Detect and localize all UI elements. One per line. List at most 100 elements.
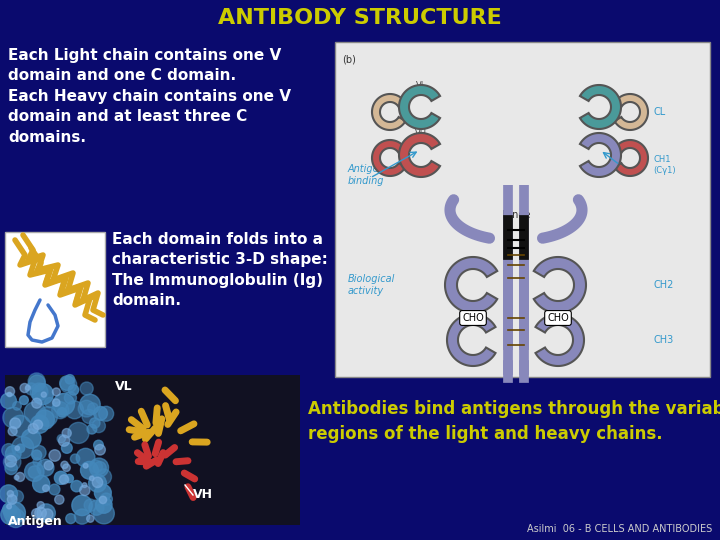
Circle shape — [89, 476, 94, 481]
Circle shape — [80, 485, 90, 496]
Circle shape — [41, 392, 46, 397]
Circle shape — [58, 435, 70, 446]
Text: Asilmi  06 - B CELLS AND ANTIBODIES: Asilmi 06 - B CELLS AND ANTIBODIES — [527, 524, 712, 534]
FancyBboxPatch shape — [335, 42, 710, 377]
Polygon shape — [399, 85, 440, 129]
Text: (b): (b) — [342, 55, 356, 65]
Circle shape — [53, 394, 75, 415]
Circle shape — [87, 424, 96, 434]
Circle shape — [7, 495, 17, 504]
Polygon shape — [372, 140, 405, 176]
Circle shape — [42, 485, 49, 491]
Circle shape — [71, 481, 82, 492]
Circle shape — [28, 373, 45, 390]
Circle shape — [38, 407, 58, 427]
Circle shape — [49, 450, 60, 461]
Polygon shape — [536, 314, 584, 366]
Circle shape — [66, 514, 76, 524]
Circle shape — [60, 376, 74, 390]
Text: Each domain folds into a
characteristic 3-D shape:
The Immunoglobulin (Ig)
domai: Each domain folds into a characteristic … — [112, 232, 328, 308]
Circle shape — [3, 503, 17, 517]
Circle shape — [1, 393, 17, 409]
Text: VL: VL — [416, 80, 426, 90]
Circle shape — [35, 507, 46, 519]
Circle shape — [32, 509, 42, 518]
Circle shape — [94, 407, 107, 420]
Circle shape — [81, 461, 99, 479]
Text: VL: VL — [115, 380, 132, 393]
Circle shape — [24, 462, 44, 482]
Circle shape — [95, 444, 105, 455]
Circle shape — [7, 490, 14, 497]
Circle shape — [32, 450, 42, 460]
Circle shape — [17, 444, 24, 453]
Circle shape — [32, 446, 46, 460]
Circle shape — [88, 403, 98, 414]
Circle shape — [99, 496, 107, 504]
Circle shape — [78, 400, 95, 417]
Circle shape — [4, 502, 25, 523]
Circle shape — [6, 509, 25, 528]
Circle shape — [16, 472, 24, 482]
Text: VH: VH — [193, 488, 213, 501]
Circle shape — [32, 475, 50, 492]
Text: CHO: CHO — [547, 313, 569, 323]
Circle shape — [37, 504, 55, 522]
Text: Hinge: Hinge — [502, 210, 530, 220]
Circle shape — [58, 408, 67, 417]
Circle shape — [25, 383, 37, 395]
Circle shape — [7, 392, 12, 397]
Circle shape — [19, 396, 28, 404]
Circle shape — [100, 493, 112, 505]
Circle shape — [53, 399, 60, 406]
Circle shape — [57, 435, 66, 443]
Circle shape — [37, 502, 44, 509]
Circle shape — [86, 515, 94, 522]
Circle shape — [53, 388, 60, 396]
Circle shape — [66, 401, 84, 419]
Circle shape — [52, 402, 68, 418]
Circle shape — [63, 464, 71, 471]
Circle shape — [55, 495, 64, 504]
Circle shape — [61, 461, 68, 469]
Circle shape — [24, 402, 46, 423]
Circle shape — [32, 398, 42, 408]
Circle shape — [37, 460, 54, 476]
Circle shape — [22, 429, 41, 448]
Circle shape — [94, 440, 104, 450]
Circle shape — [20, 383, 30, 393]
Polygon shape — [445, 257, 498, 313]
Text: CHO: CHO — [462, 313, 484, 323]
Text: Antigen: Antigen — [8, 515, 63, 528]
Circle shape — [44, 461, 53, 470]
Polygon shape — [447, 314, 495, 366]
Circle shape — [0, 485, 17, 503]
Circle shape — [80, 382, 93, 395]
Text: CL: CL — [653, 107, 665, 117]
Circle shape — [92, 477, 103, 488]
Circle shape — [29, 375, 45, 392]
Circle shape — [84, 499, 96, 511]
Circle shape — [89, 500, 104, 515]
Circle shape — [92, 420, 105, 433]
Circle shape — [33, 420, 42, 429]
Circle shape — [89, 458, 109, 477]
Polygon shape — [580, 85, 621, 129]
Circle shape — [1, 505, 20, 524]
FancyBboxPatch shape — [5, 232, 105, 347]
Circle shape — [76, 448, 95, 467]
Text: Each Light chain contains one V
domain and one C domain.
Each Heavy chain contai: Each Light chain contains one V domain a… — [8, 48, 291, 145]
Circle shape — [59, 475, 68, 484]
Text: CH2: CH2 — [653, 280, 673, 290]
Circle shape — [96, 469, 112, 485]
Polygon shape — [372, 94, 405, 130]
Polygon shape — [399, 133, 440, 177]
Circle shape — [35, 410, 54, 429]
Circle shape — [8, 427, 17, 436]
Circle shape — [99, 406, 114, 421]
Circle shape — [74, 509, 90, 524]
Circle shape — [61, 443, 72, 453]
Circle shape — [94, 484, 112, 501]
Text: CH1
(Cγ1): CH1 (Cγ1) — [653, 156, 675, 175]
Circle shape — [13, 402, 22, 410]
